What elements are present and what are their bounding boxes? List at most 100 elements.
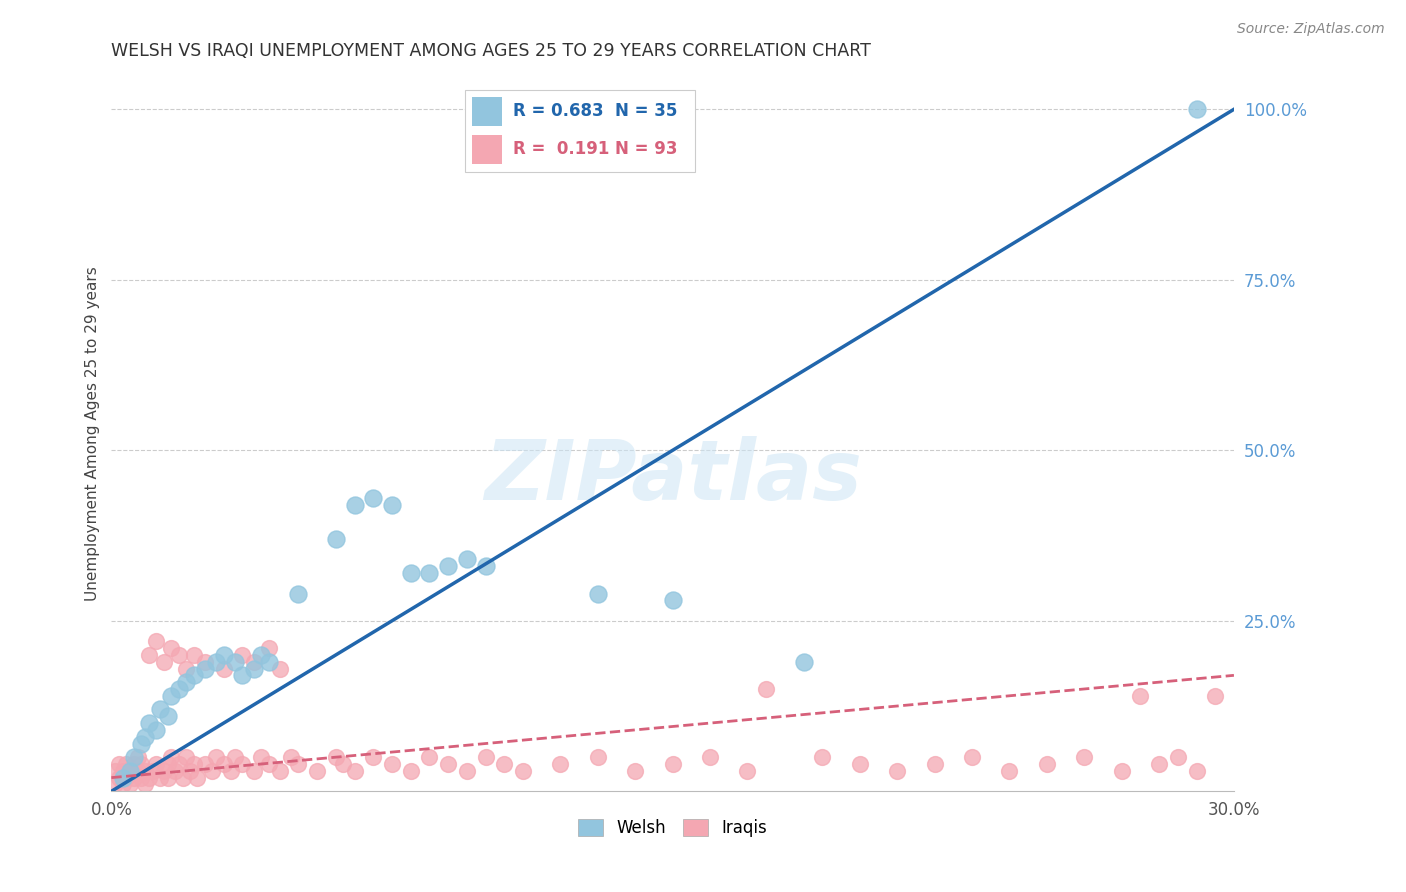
- Point: [242, 655, 264, 669]
- Text: ZIPatlas: ZIPatlas: [484, 435, 862, 516]
- Point: [183, 756, 205, 771]
- Point: [1111, 764, 1133, 778]
- Point: [127, 764, 149, 778]
- Point: [134, 730, 156, 744]
- Point: [1073, 750, 1095, 764]
- Point: [257, 655, 280, 669]
- Point: [257, 641, 280, 656]
- Point: [194, 655, 217, 669]
- Point: [231, 668, 253, 682]
- Point: [219, 764, 242, 778]
- Point: [1129, 689, 1152, 703]
- Point: [793, 655, 815, 669]
- Point: [134, 777, 156, 791]
- Point: [1204, 689, 1226, 703]
- Point: [120, 777, 142, 791]
- Point: [624, 764, 647, 778]
- Point: [381, 498, 404, 512]
- Point: [998, 764, 1021, 778]
- Point: [250, 750, 273, 764]
- Point: [269, 764, 291, 778]
- Point: [474, 559, 496, 574]
- Point: [456, 552, 478, 566]
- Point: [231, 756, 253, 771]
- Point: [122, 750, 145, 764]
- Point: [104, 777, 127, 791]
- Point: [512, 764, 534, 778]
- Point: [145, 634, 167, 648]
- Point: [127, 750, 149, 764]
- Point: [1167, 750, 1189, 764]
- Legend: Welsh, Iraqis: Welsh, Iraqis: [572, 813, 773, 844]
- Point: [280, 750, 302, 764]
- Point: [381, 756, 404, 771]
- Point: [138, 716, 160, 731]
- Point: [163, 764, 186, 778]
- Point: [108, 756, 131, 771]
- Point: [138, 648, 160, 662]
- Point: [737, 764, 759, 778]
- Point: [160, 750, 183, 764]
- Point: [343, 498, 366, 512]
- Point: [231, 648, 253, 662]
- Point: [115, 756, 138, 771]
- Point: [224, 750, 246, 764]
- Point: [418, 750, 440, 764]
- Point: [212, 648, 235, 662]
- Point: [399, 566, 422, 580]
- Point: [120, 764, 142, 778]
- Point: [111, 777, 134, 791]
- Point: [437, 559, 460, 574]
- Y-axis label: Unemployment Among Ages 25 to 29 years: Unemployment Among Ages 25 to 29 years: [86, 266, 100, 600]
- Point: [1147, 756, 1170, 771]
- Point: [363, 750, 385, 764]
- Point: [1036, 756, 1059, 771]
- Point: [550, 756, 572, 771]
- Point: [167, 648, 190, 662]
- Point: [343, 764, 366, 778]
- Point: [152, 655, 174, 669]
- Point: [174, 661, 197, 675]
- Point: [755, 681, 778, 696]
- Point: [108, 771, 131, 785]
- Point: [325, 532, 347, 546]
- Point: [699, 750, 721, 764]
- Point: [586, 750, 609, 764]
- Point: [242, 764, 264, 778]
- Point: [174, 750, 197, 764]
- Point: [456, 764, 478, 778]
- Point: [104, 764, 127, 778]
- Point: [122, 771, 145, 785]
- Point: [586, 586, 609, 600]
- Point: [205, 750, 228, 764]
- Point: [183, 648, 205, 662]
- Point: [363, 491, 385, 505]
- Point: [131, 771, 153, 785]
- Point: [494, 756, 516, 771]
- Point: [474, 750, 496, 764]
- Point: [399, 764, 422, 778]
- Point: [224, 655, 246, 669]
- Text: Source: ZipAtlas.com: Source: ZipAtlas.com: [1237, 22, 1385, 37]
- Point: [307, 764, 329, 778]
- Point: [437, 756, 460, 771]
- Point: [183, 668, 205, 682]
- Point: [131, 737, 153, 751]
- Point: [111, 764, 134, 778]
- Point: [250, 648, 273, 662]
- Point: [325, 750, 347, 764]
- Point: [115, 771, 138, 785]
- Point: [418, 566, 440, 580]
- Point: [174, 675, 197, 690]
- Point: [167, 756, 190, 771]
- Point: [160, 689, 183, 703]
- Point: [287, 586, 309, 600]
- Point: [811, 750, 834, 764]
- Point: [205, 655, 228, 669]
- Point: [1185, 103, 1208, 117]
- Point: [149, 771, 172, 785]
- Point: [212, 661, 235, 675]
- Point: [960, 750, 983, 764]
- Point: [194, 756, 217, 771]
- Point: [201, 764, 224, 778]
